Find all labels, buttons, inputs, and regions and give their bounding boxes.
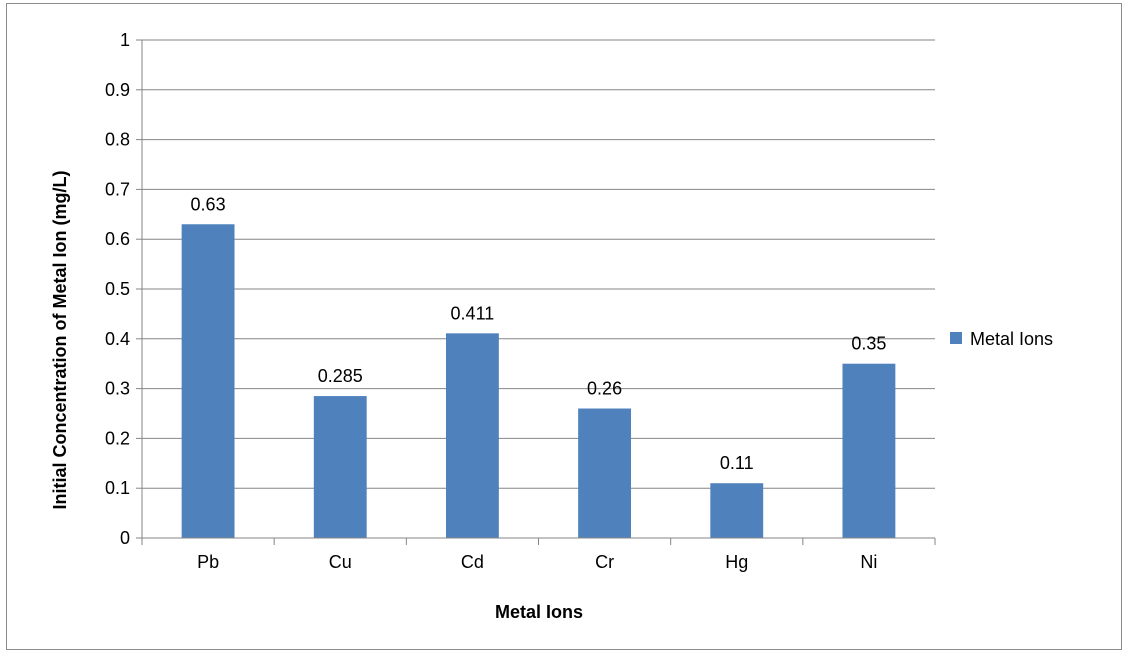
y-tick-label: 0.6: [105, 229, 130, 249]
y-axis-title: Initial Concentration of Metal Ion (mg/L…: [50, 171, 70, 510]
bar: [181, 224, 235, 538]
axes: [136, 39, 936, 545]
data-label: 0.63: [191, 194, 226, 214]
legend: Metal Ions: [950, 329, 1053, 349]
x-tick-label: Cd: [461, 552, 484, 572]
y-tick-label: 0.7: [105, 179, 130, 199]
y-tick-label: 0.1: [105, 478, 130, 498]
data-label: 0.285: [318, 366, 363, 386]
bar: [578, 408, 632, 538]
data-label: 0.26: [587, 379, 622, 399]
x-tick-label: Pb: [197, 552, 219, 572]
x-tick-label: Cr: [595, 552, 614, 572]
y-tick-label: 0.2: [105, 428, 130, 448]
legend-swatch: [950, 332, 962, 344]
bar: [710, 483, 764, 538]
x-axis-title: Metal Ions: [495, 602, 583, 622]
x-tick-label: Cu: [329, 552, 352, 572]
bars: [181, 224, 896, 538]
bar: [313, 396, 367, 538]
y-tick-label: 0: [120, 528, 130, 548]
x-tick-label: Ni: [860, 552, 877, 572]
y-tick-label: 0.8: [105, 130, 130, 150]
y-tick-label: 1: [120, 30, 130, 50]
y-tick-label: 0.3: [105, 379, 130, 399]
x-tick-label: Hg: [725, 552, 748, 572]
data-labels: 0.63 0.285 0.411 0.26 0.11 0.35: [191, 194, 887, 473]
y-tick-label: 0.4: [105, 329, 130, 349]
legend-label: Metal Ions: [970, 329, 1053, 349]
x-tick-labels: Pb Cu Cd Cr Hg Ni: [197, 552, 877, 572]
data-label: 0.411: [451, 303, 495, 323]
bar: [445, 333, 499, 538]
y-tick-labels: 0 0.1 0.2 0.3 0.4 0.5 0.6 0.7 0.8 0.9 1: [105, 30, 130, 548]
bar: [842, 363, 896, 538]
data-label: 0.11: [720, 453, 754, 473]
y-tick-label: 0.9: [105, 80, 130, 100]
y-tick-label: 0.5: [105, 279, 130, 299]
data-label: 0.35: [851, 334, 886, 354]
gridlines: [142, 39, 935, 489]
